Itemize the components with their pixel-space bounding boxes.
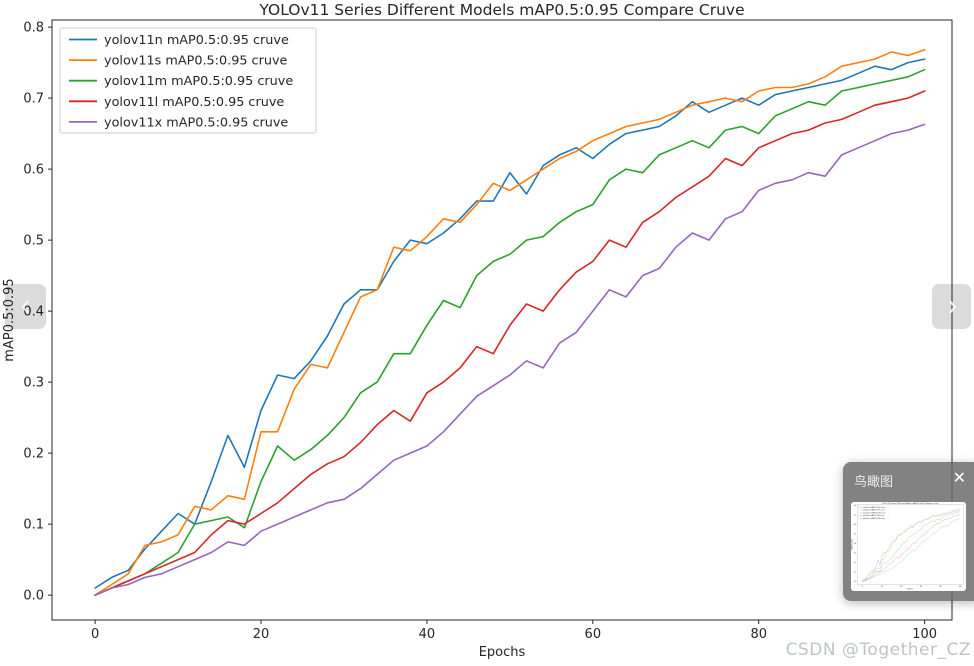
close-icon[interactable]: ✕ xyxy=(952,468,966,487)
y-tick-label: 0.8 xyxy=(23,21,44,36)
legend-label: yolov11m mAP0.5:0.95 cruve xyxy=(104,74,293,89)
y-tick-label: 0.6 xyxy=(854,524,856,526)
x-axis-label: Epochs xyxy=(908,589,914,591)
line-yolov11m xyxy=(94,68,926,596)
y-tick-label: 0.5 xyxy=(854,534,856,536)
next-image-button[interactable] xyxy=(932,284,971,329)
x-tick-label: 0 xyxy=(91,627,99,642)
x-axis-label: Epochs xyxy=(479,645,526,660)
x-tick-label: 60 xyxy=(920,586,922,588)
y-axis-label: mAP0.5:0.95 xyxy=(851,539,853,550)
y-tick-label: 0.2 xyxy=(23,447,44,462)
x-tick-label: 20 xyxy=(253,627,270,642)
x-tick-label: 60 xyxy=(585,627,602,642)
minimap-title: 鸟瞰图 xyxy=(854,475,894,490)
line-yolov11x xyxy=(862,518,961,582)
minimap-panel: 鸟瞰图 ✕ 0 20 40 60 80 100 0.0 0.1 0.2 0.3 0.4 0.5 0.6 0… xyxy=(843,462,974,601)
legend-label: yolov11s mAP0.5:0.95 cruve xyxy=(104,54,288,69)
x-tick-label: 100 xyxy=(912,627,937,642)
y-tick-label: 0.8 xyxy=(854,505,856,507)
y-axis-label: mAP0.5:0.95 xyxy=(2,278,17,361)
x-tick-label: 100 xyxy=(959,586,962,588)
line-yolov11s xyxy=(94,48,926,596)
y-tick-label: 0.4 xyxy=(23,305,44,320)
line-yolov11n xyxy=(862,509,961,581)
y-tick-label: 0.7 xyxy=(23,92,44,107)
legend-label: yolov11x mAP0.5:0.95 cruve xyxy=(104,115,288,130)
minimap-thumbnail[interactable]: 0 20 40 60 80 100 0.0 0.1 0.2 0.3 0.4 0.5 0.6 0.7 0.8 Y… xyxy=(851,502,966,591)
y-tick-label: 0.4 xyxy=(854,543,856,545)
plot-border xyxy=(857,504,964,585)
x-tick-label: 80 xyxy=(750,627,767,642)
line-yolov11n xyxy=(94,58,926,589)
y-tick-label: 0.0 xyxy=(854,581,856,583)
y-tick-label: 0.1 xyxy=(854,572,856,574)
chevron-right-icon xyxy=(948,300,956,313)
line-yolov11l xyxy=(862,514,961,582)
prev-image-button[interactable] xyxy=(5,284,46,329)
minimap-chart-image: 0 20 40 60 80 100 0.0 0.1 0.2 0.3 0.4 0.5 0.6 0.7 0.8 Y… xyxy=(851,502,964,591)
minimap-header: 鸟瞰图 ✕ xyxy=(843,462,974,502)
chart-title: YOLOv11 Series Different Models mAP0.5:0… xyxy=(258,1,744,19)
y-tick-label: 0.0 xyxy=(23,589,44,604)
line-yolov11l xyxy=(94,90,926,596)
y-tick-label: 0.5 xyxy=(23,234,44,249)
x-tick-label: 40 xyxy=(900,586,902,588)
y-tick-label: 0.7 xyxy=(854,515,856,517)
line-yolov11m xyxy=(862,511,961,582)
legend-box xyxy=(858,505,889,520)
y-tick-label: 0.1 xyxy=(23,518,44,533)
legend-label: yolov11l mAP0.5:0.95 cruve xyxy=(104,95,284,110)
x-tick-label: 40 xyxy=(419,627,436,642)
y-tick-label: 0.6 xyxy=(23,163,44,178)
line-yolov11s xyxy=(862,508,961,582)
plot-border xyxy=(51,19,953,621)
y-tick-label: 0.2 xyxy=(854,562,856,564)
line-yolov11x xyxy=(94,123,926,596)
chart-title: YOLOv11 Series Different Models mAP0.5:0… xyxy=(882,502,940,505)
legend-box xyxy=(59,27,317,134)
chevron-left-icon xyxy=(21,300,29,313)
x-tick-label: 80 xyxy=(940,586,942,588)
legend-label: yolov11n mAP0.5:0.95 cruve xyxy=(104,33,289,48)
y-tick-label: 0.3 xyxy=(23,376,44,391)
x-tick-label: 0 xyxy=(862,586,863,588)
x-tick-label: 20 xyxy=(881,586,883,588)
y-tick-label: 0.3 xyxy=(854,553,856,555)
